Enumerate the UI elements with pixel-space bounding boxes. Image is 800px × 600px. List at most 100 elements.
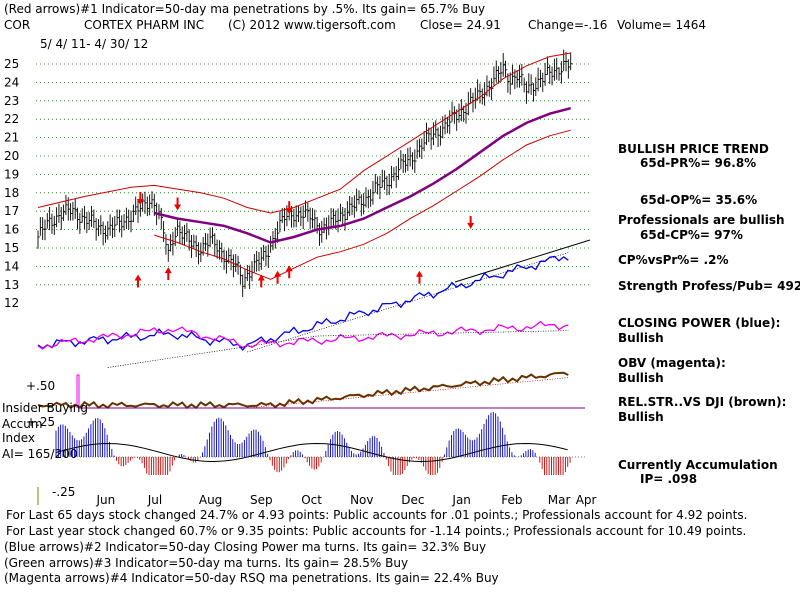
price-bar — [435, 120, 438, 138]
price-bar — [323, 217, 326, 234]
price-bar — [567, 59, 571, 79]
price-bar — [453, 106, 457, 124]
y-tick-label: 21 — [4, 131, 19, 145]
price-bar — [263, 244, 266, 261]
ticker-symbol: COR — [4, 18, 31, 32]
relstr-ma-line — [131, 377, 569, 409]
price-bar — [91, 206, 94, 227]
price-bar — [442, 116, 445, 139]
prof-text: Professionals are bullish — [618, 213, 785, 227]
price-bar — [284, 207, 287, 232]
price-bar — [114, 216, 117, 238]
price-bar — [58, 203, 61, 223]
red-arrow-up — [274, 270, 282, 284]
copyright: (C) 2012 www.tigersoft.com — [228, 18, 396, 32]
price-bar — [312, 208, 315, 229]
y-axis-labels: 25 24 23 22 21 20 19 18 17 16 15 14 13 12 — [4, 57, 19, 310]
y-tick-label: 16 — [4, 223, 19, 237]
price-bar — [542, 72, 545, 92]
trend-line — [454, 239, 591, 283]
relstr-status: Bullish — [618, 410, 664, 424]
price-bar — [111, 217, 115, 239]
relstr-label: REL.STR..VS DJI (brown): — [618, 395, 787, 409]
price-bar — [414, 149, 417, 174]
price-bar — [430, 128, 433, 150]
closing-power-line — [37, 255, 569, 352]
price-bar — [130, 210, 133, 233]
price-bar — [251, 261, 254, 282]
month-label: Dec — [401, 493, 424, 507]
price-bar — [386, 175, 389, 196]
price-bar — [544, 62, 547, 86]
price-bar — [316, 216, 319, 234]
price-bar — [537, 67, 540, 92]
month-label: Apr — [576, 493, 597, 507]
price-bar — [449, 110, 452, 134]
price-bar — [84, 205, 87, 230]
closing-power-status: Bullish — [618, 331, 664, 345]
price-bar — [446, 116, 450, 134]
price-bar — [339, 203, 343, 222]
price-bar — [505, 60, 508, 78]
price-bar — [93, 209, 96, 229]
strength-value: Strength Profess/Pub= 492 — [618, 279, 800, 293]
price-bar — [367, 189, 371, 209]
price-bar — [223, 249, 226, 270]
price-bar — [409, 147, 412, 167]
price-bar — [491, 78, 494, 101]
close-value: Close= 24.91 — [420, 18, 501, 32]
price-bar — [37, 230, 40, 249]
price-bar — [563, 49, 566, 71]
price-bar — [225, 250, 229, 274]
price-bar — [146, 196, 150, 217]
price-bar — [321, 221, 324, 243]
trend-title: BULLISH PRICE TREND — [618, 142, 769, 156]
price-bar — [374, 173, 378, 193]
accumulation-ma-line — [55, 442, 568, 462]
price-bar — [274, 227, 278, 249]
price-bar — [137, 199, 140, 223]
price-bar — [260, 247, 264, 270]
y-tick-label: 12 — [4, 296, 19, 310]
price-bar — [551, 66, 554, 86]
price-bar — [439, 125, 443, 146]
y-tick-label: 14 — [4, 259, 19, 273]
price-bar — [221, 242, 224, 263]
price-bar — [67, 197, 71, 221]
price-bar — [353, 195, 357, 218]
price-bar — [158, 204, 161, 220]
price-bar — [149, 194, 152, 216]
price-bar — [53, 215, 57, 235]
upper-band-line — [37, 52, 571, 214]
price-bar — [416, 139, 419, 159]
obv-line — [37, 320, 569, 350]
month-label: Oct — [301, 493, 322, 507]
price-bar — [116, 209, 119, 226]
price-bar — [65, 194, 68, 216]
price-bars — [37, 49, 573, 297]
closing-power-label: CLOSING POWER (blue): — [618, 316, 781, 330]
price-bar — [460, 99, 464, 122]
price-bar — [186, 223, 189, 242]
accum-status: Currently Accumulation — [618, 458, 778, 472]
price-bar — [400, 150, 403, 169]
price-bar — [72, 201, 75, 221]
price-bar — [302, 205, 305, 230]
price-bar — [533, 83, 536, 102]
price-bar — [307, 202, 310, 222]
ai-value: AI= 165/200 — [2, 447, 78, 461]
price-bar — [330, 208, 333, 230]
price-bar — [509, 72, 512, 95]
price-bar — [172, 231, 175, 256]
price-bar — [167, 243, 171, 262]
price-bar — [293, 208, 296, 228]
red-arrow-up — [164, 267, 172, 281]
price-bar — [472, 92, 475, 113]
price-bar — [70, 203, 73, 221]
price-bar — [235, 253, 238, 273]
price-bar — [86, 211, 89, 234]
price-bar — [456, 109, 459, 131]
price-bar — [519, 64, 522, 88]
price-bar — [74, 198, 78, 220]
price-bar — [179, 221, 182, 245]
